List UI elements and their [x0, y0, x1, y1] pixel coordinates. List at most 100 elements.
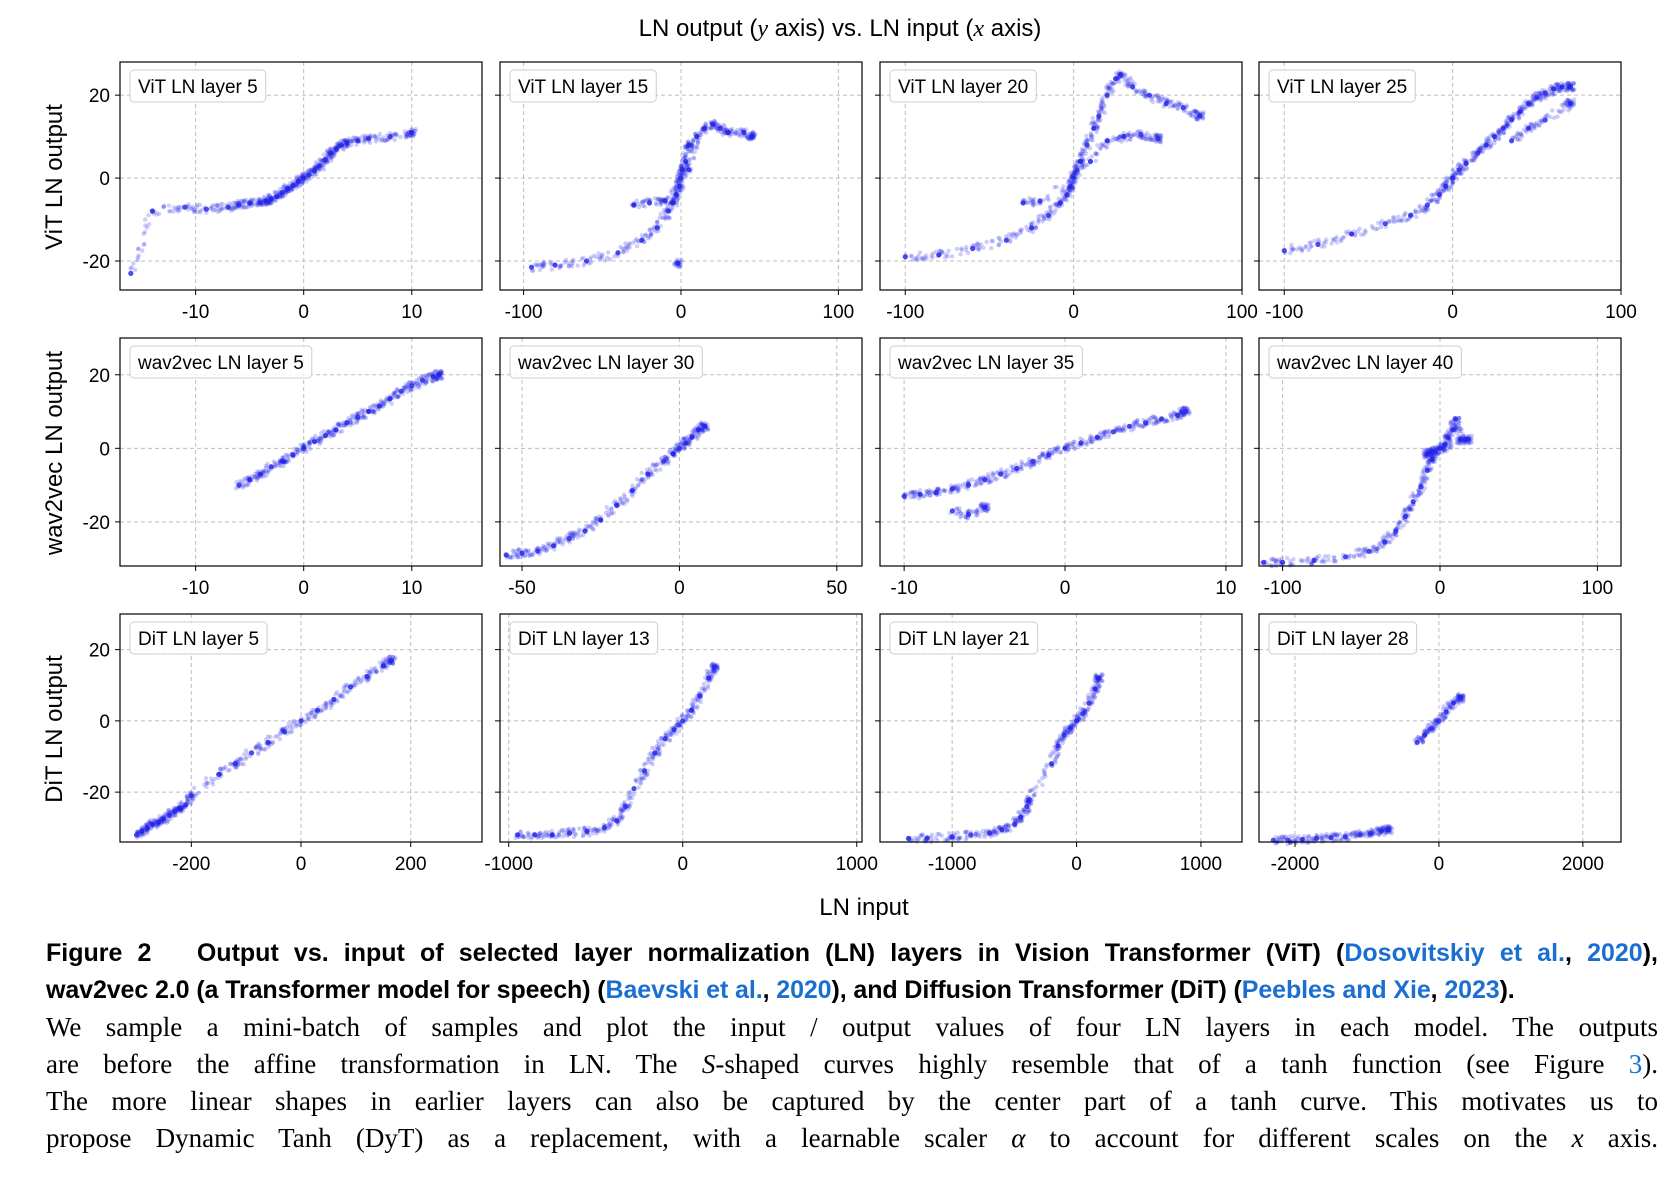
data-point [340, 429, 345, 434]
data-point [322, 156, 328, 162]
panel-title: ViT LN layer 5 [138, 77, 258, 98]
data-point [641, 762, 647, 767]
data-point [413, 128, 418, 134]
data-point [503, 552, 509, 558]
data-point [405, 130, 411, 135]
data-point [317, 167, 322, 172]
data-point [265, 192, 271, 198]
data-point [1505, 123, 1510, 128]
data-point [264, 473, 269, 478]
data-point [669, 187, 674, 193]
data-point [288, 730, 293, 735]
data-point [1438, 186, 1444, 191]
data-point [1071, 179, 1076, 185]
data-point [1069, 180, 1075, 185]
data-point [1375, 226, 1380, 231]
data-point [673, 185, 678, 190]
data-point [720, 132, 725, 137]
data-point [658, 467, 663, 472]
data-point [217, 209, 222, 214]
data-point [317, 157, 322, 162]
data-point [1128, 133, 1133, 139]
data-point [1559, 102, 1565, 108]
data-point [1175, 100, 1180, 105]
data-point [1448, 184, 1453, 189]
point-cloud [528, 118, 758, 273]
data-point [1104, 145, 1109, 150]
data-point [908, 254, 914, 259]
data-point [1033, 201, 1039, 206]
data-point [166, 812, 172, 818]
data-point [219, 207, 225, 212]
data-point [1492, 134, 1498, 140]
data-point [1090, 134, 1095, 139]
data-point [308, 446, 313, 452]
row-label-wav2vec: wav2vec LN output [41, 351, 68, 556]
data-point [1505, 115, 1511, 120]
data-point [639, 237, 645, 243]
data-point [624, 499, 630, 504]
data-point [1185, 110, 1190, 116]
data-point [298, 183, 303, 188]
data-point [746, 136, 751, 142]
data-point [655, 219, 660, 224]
data-point [1148, 137, 1153, 143]
data-point [1071, 173, 1076, 178]
data-point [665, 195, 670, 200]
data-point [1501, 130, 1506, 135]
data-point [307, 176, 312, 182]
data-point [328, 150, 334, 156]
data-point [620, 246, 625, 251]
data-point [1525, 125, 1531, 131]
data-point [1109, 90, 1114, 95]
data-point [1088, 131, 1093, 136]
data-point [528, 264, 535, 270]
data-point [1471, 150, 1476, 155]
data-point [1306, 555, 1311, 561]
data-point [1496, 129, 1501, 135]
data-point [1154, 132, 1159, 137]
x-tick-label: -50 [508, 578, 535, 599]
data-point [1132, 132, 1137, 137]
data-point [514, 832, 521, 838]
data-point [581, 255, 586, 260]
data-point [1084, 442, 1089, 447]
data-point [1083, 151, 1089, 156]
y-tick-label: -20 [83, 513, 110, 534]
data-point [1515, 130, 1520, 136]
data-point [580, 833, 586, 838]
data-point [1176, 102, 1182, 108]
data-point [687, 148, 692, 154]
data-point [925, 489, 930, 494]
data-point [532, 832, 538, 838]
data-point [1291, 247, 1296, 252]
data-point [1133, 90, 1139, 95]
data-point [1080, 152, 1085, 157]
data-point [346, 416, 351, 421]
data-point [1517, 116, 1522, 121]
data-point [301, 445, 307, 451]
data-point [1525, 100, 1531, 107]
data-point [736, 132, 741, 137]
data-point [1464, 165, 1469, 170]
data-point [146, 213, 151, 218]
data-point [923, 253, 929, 258]
data-point [1160, 95, 1165, 100]
data-point [242, 204, 248, 210]
data-point [1089, 154, 1095, 159]
data-point [135, 257, 140, 263]
data-point [1110, 81, 1115, 87]
data-point [289, 188, 294, 193]
y-tick-label: -20 [83, 252, 110, 273]
data-point [1456, 161, 1462, 167]
data-point [623, 241, 628, 246]
data-point [282, 182, 287, 188]
data-point [998, 239, 1003, 244]
data-point [340, 146, 346, 151]
data-point [687, 157, 692, 162]
data-point [683, 155, 688, 160]
data-point [294, 183, 299, 188]
data-point [290, 722, 295, 727]
data-point [1167, 100, 1173, 105]
